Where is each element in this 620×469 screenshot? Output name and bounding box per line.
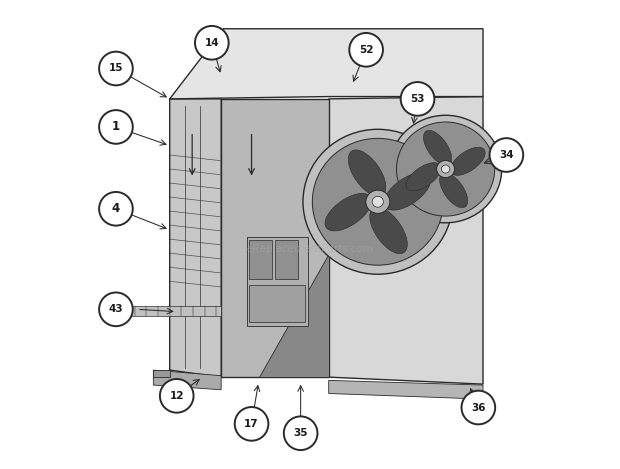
Text: 34: 34	[499, 150, 514, 160]
Bar	[249, 241, 272, 280]
Polygon shape	[329, 97, 483, 384]
Text: 17: 17	[244, 419, 259, 429]
Text: 14: 14	[205, 38, 219, 48]
Polygon shape	[153, 370, 170, 377]
Circle shape	[195, 26, 229, 60]
Circle shape	[99, 52, 133, 85]
Text: eReplacementParts.com: eReplacementParts.com	[246, 243, 374, 254]
Ellipse shape	[312, 138, 443, 265]
Text: 52: 52	[359, 45, 373, 55]
Text: 4: 4	[112, 202, 120, 215]
Circle shape	[160, 379, 193, 413]
Text: 43: 43	[108, 304, 123, 314]
Bar	[247, 237, 308, 325]
Ellipse shape	[441, 165, 450, 173]
Circle shape	[235, 407, 268, 441]
Polygon shape	[329, 380, 483, 399]
Text: 1: 1	[112, 121, 120, 134]
Ellipse shape	[406, 163, 441, 191]
Polygon shape	[128, 306, 221, 316]
Polygon shape	[259, 253, 329, 377]
Polygon shape	[170, 29, 483, 99]
Text: 53: 53	[410, 94, 425, 104]
Circle shape	[99, 293, 133, 326]
Ellipse shape	[372, 197, 383, 207]
Ellipse shape	[303, 129, 453, 274]
Circle shape	[461, 391, 495, 424]
Ellipse shape	[325, 193, 371, 231]
Ellipse shape	[423, 130, 451, 165]
Circle shape	[99, 110, 133, 144]
Bar	[275, 241, 298, 280]
Ellipse shape	[366, 190, 390, 213]
Circle shape	[490, 138, 523, 172]
Circle shape	[99, 192, 133, 226]
Text: 12: 12	[169, 391, 184, 401]
Ellipse shape	[348, 150, 386, 197]
Ellipse shape	[440, 173, 467, 208]
Ellipse shape	[436, 160, 454, 178]
Polygon shape	[170, 99, 221, 377]
Ellipse shape	[389, 115, 502, 223]
Ellipse shape	[450, 147, 485, 175]
Polygon shape	[221, 99, 329, 377]
Circle shape	[349, 33, 383, 67]
Ellipse shape	[384, 173, 431, 210]
Ellipse shape	[370, 207, 407, 254]
Text: 35: 35	[293, 428, 308, 438]
Bar	[249, 285, 305, 322]
Polygon shape	[153, 370, 221, 390]
Ellipse shape	[397, 122, 495, 216]
Circle shape	[284, 416, 317, 450]
Circle shape	[401, 82, 435, 116]
Text: 15: 15	[108, 63, 123, 74]
Text: 36: 36	[471, 402, 485, 413]
